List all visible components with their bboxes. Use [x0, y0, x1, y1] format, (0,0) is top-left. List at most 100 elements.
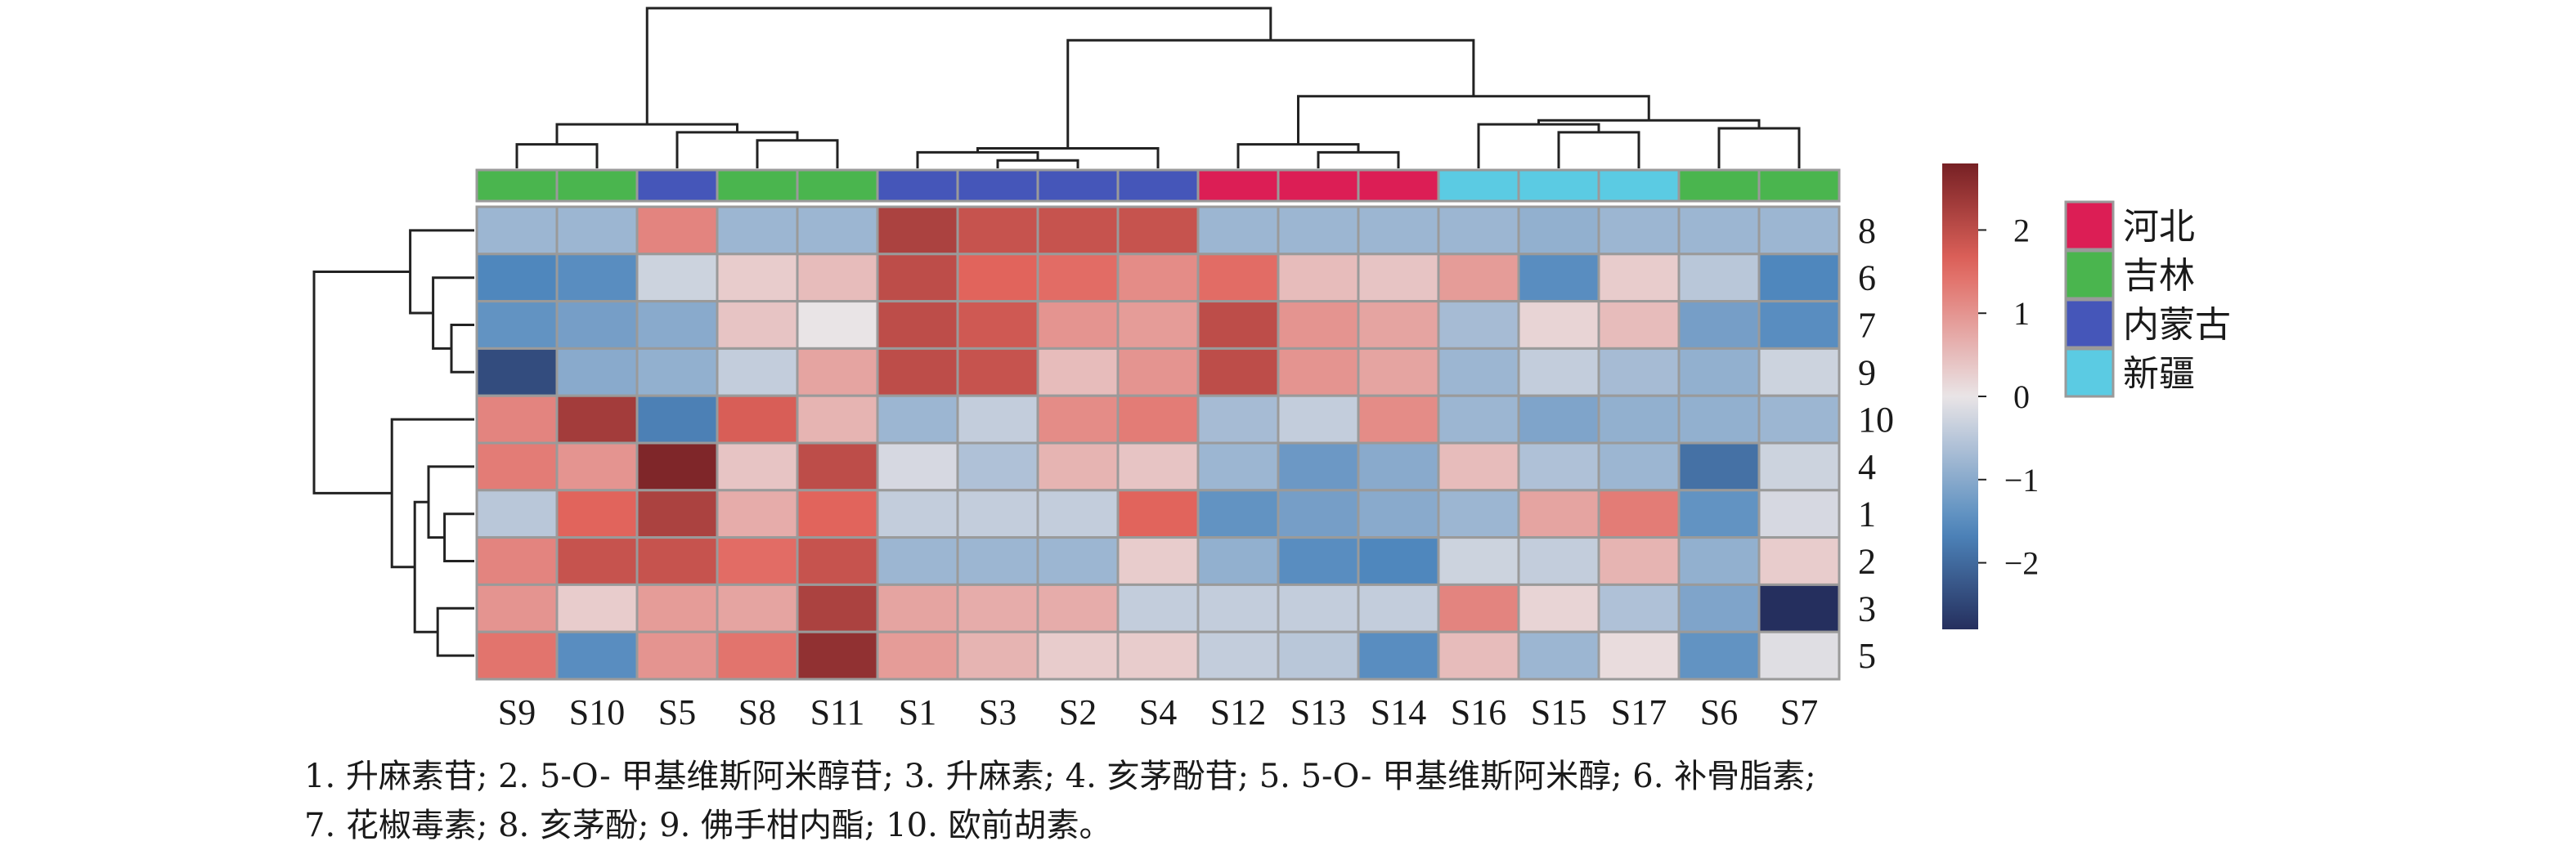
- heatmap-cell: [1437, 300, 1520, 350]
- colorbar-tick-label: −1: [2004, 462, 2040, 499]
- heatmap-cell: [876, 583, 959, 633]
- group-cell: [1517, 168, 1600, 203]
- heatmap-cell: [555, 489, 639, 539]
- legend-label: 河北: [2123, 206, 2195, 248]
- heatmap-cell: [555, 630, 639, 681]
- heatmap-cell: [876, 300, 959, 350]
- heatmap-cell: [876, 536, 959, 586]
- heatmap-cell: [1437, 583, 1520, 633]
- heatmap-cell: [1677, 630, 1761, 681]
- group-cell: [1757, 168, 1841, 203]
- heatmap-cell: [1517, 536, 1600, 586]
- heatmap-cell: [716, 630, 799, 681]
- heatmap-cell: [1196, 630, 1280, 681]
- heatmap-cell: [716, 489, 799, 539]
- heatmap-cell: [635, 205, 719, 256]
- heatmap-cell: [956, 394, 1039, 445]
- dendrogram-link: [645, 7, 1272, 125]
- heatmap-cell: [475, 630, 559, 681]
- column-label: S6: [1700, 692, 1738, 732]
- group-cell: [716, 168, 799, 203]
- heatmap-cell: [1757, 394, 1841, 445]
- column-label: S16: [1451, 692, 1506, 732]
- heatmap-cell: [475, 441, 559, 492]
- heatmap-cell: [1757, 205, 1841, 256]
- heatmap-cell: [1357, 630, 1440, 681]
- heatmap-cell: [1517, 441, 1600, 492]
- heatmap-cell: [1757, 536, 1841, 586]
- heatmap-cell: [1116, 253, 1200, 303]
- heatmap-cell: [1196, 253, 1280, 303]
- dendrogram-link: [1066, 38, 1475, 149]
- heatmap-cell: [1357, 300, 1440, 350]
- heatmap-cell: [1036, 300, 1120, 350]
- heatmap-cell: [1517, 583, 1600, 633]
- heatmap-cell: [876, 630, 959, 681]
- heatmap-cell: [1597, 394, 1681, 445]
- heatmap-cell: [796, 205, 879, 256]
- heatmap-cell: [1277, 394, 1360, 445]
- heatmap-cell: [1116, 583, 1200, 633]
- dendrogram-link: [1236, 143, 1360, 168]
- group-cell: [1036, 168, 1120, 203]
- heatmap-cell: [1277, 630, 1360, 681]
- heatmap-cell: [475, 394, 559, 445]
- heatmap-cell: [1597, 583, 1681, 633]
- heatmap-cell: [1277, 489, 1360, 539]
- legend-swatch: [2064, 249, 2115, 300]
- heatmap-cell: [475, 205, 559, 256]
- heatmap-cell: [1196, 394, 1280, 445]
- heatmap-cell: [475, 489, 559, 539]
- heatmap-cell: [1597, 489, 1681, 539]
- heatmap-cell: [1036, 630, 1120, 681]
- group-cell: [1196, 168, 1280, 203]
- heatmap-cell: [555, 253, 639, 303]
- heatmap-cell: [1196, 536, 1280, 586]
- heatmap-cell: [1277, 536, 1360, 586]
- heatmap-cell: [956, 347, 1039, 397]
- dendrogram-link: [555, 123, 738, 145]
- heatmap-cell: [1597, 300, 1681, 350]
- row-dendrogram: [312, 229, 474, 657]
- heatmap-cell: [796, 630, 879, 681]
- dendrogram-link: [443, 512, 474, 562]
- dendrogram-link: [450, 324, 474, 374]
- heatmap-cell: [1437, 441, 1520, 492]
- heatmap-cell: [1357, 489, 1440, 539]
- heatmap-cell: [1196, 347, 1280, 397]
- heatmap-cell: [1517, 253, 1600, 303]
- dendrogram-link: [1477, 123, 1600, 168]
- heatmap-cell: [956, 536, 1039, 586]
- heatmap-cell: [1277, 300, 1360, 350]
- heatmap-cell: [796, 394, 879, 445]
- heatmap-cell: [1116, 347, 1200, 397]
- heatmap-cell: [1196, 441, 1280, 492]
- column-label: S17: [1611, 692, 1667, 732]
- heatmap-cell: [1597, 253, 1681, 303]
- heatmap-cell: [1757, 583, 1841, 633]
- row-label: 4: [1858, 447, 1876, 487]
- heatmap-cell: [1677, 300, 1761, 350]
- heatmap-cell: [1517, 205, 1600, 256]
- heatmap-cell: [1757, 300, 1841, 350]
- heatmap-cell: [635, 300, 719, 350]
- heatmap-cell: [555, 441, 639, 492]
- heatmap-cell: [1757, 489, 1841, 539]
- heatmap-cell: [1597, 347, 1681, 397]
- heatmap-cell: [956, 489, 1039, 539]
- heatmap-cell: [1036, 205, 1120, 256]
- heatmap-cell: [1437, 205, 1520, 256]
- dendrogram-link: [312, 270, 411, 494]
- column-label: S4: [1139, 692, 1177, 732]
- heatmap-cell: [1277, 253, 1360, 303]
- column-label: S10: [569, 692, 625, 732]
- heatmap-cell: [1597, 630, 1681, 681]
- row-label: 6: [1858, 258, 1876, 298]
- row-label: 7: [1858, 306, 1876, 346]
- column-label: S8: [738, 692, 776, 732]
- heatmap-cell: [1116, 489, 1200, 539]
- heatmap-cell: [1757, 441, 1841, 492]
- column-label: S2: [1059, 692, 1097, 732]
- heatmap-cell: [1517, 489, 1600, 539]
